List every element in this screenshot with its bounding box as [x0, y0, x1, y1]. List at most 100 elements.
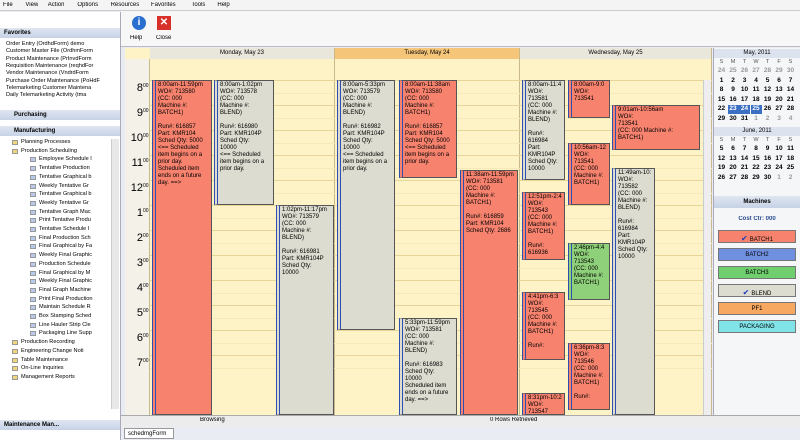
tree-item[interactable]: Tentative Graphical b: [39, 191, 92, 198]
calendar-day[interactable]: 11: [752, 86, 760, 93]
favorite-item[interactable]: Daily Telemarketing Activity (tma: [6, 92, 87, 99]
calendar-day[interactable]: 21: [786, 95, 795, 103]
tree-item[interactable]: Weekly Tentative Gr: [39, 199, 89, 206]
calendar-day[interactable]: 31: [740, 114, 749, 122]
calendar-day[interactable]: 8: [719, 86, 724, 93]
calendar-day[interactable]: 9: [765, 145, 770, 152]
calendar-day[interactable]: 18: [786, 154, 795, 162]
help-icon[interactable]: i: [132, 16, 146, 30]
appointment[interactable]: 2:46pm-4:4 WO#: 713543 (CC: 000 Machine #: BA…: [568, 243, 610, 300]
help-label[interactable]: Help: [130, 35, 143, 41]
calendar-day[interactable]: 28: [763, 67, 772, 74]
form-tab[interactable]: schedmgForm: [124, 428, 174, 439]
tree-item[interactable]: Production Recording: [21, 339, 75, 346]
calendar-day[interactable]: 15: [752, 154, 760, 162]
calendar-day[interactable]: 7: [742, 145, 747, 152]
calendar-day[interactable]: 19: [717, 164, 726, 171]
calendar-day[interactable]: 23: [727, 105, 739, 114]
menu-item[interactable]: Help: [217, 2, 230, 8]
calendar-day[interactable]: 30: [786, 67, 795, 74]
tree-item[interactable]: Weekly Final Graphic: [39, 278, 93, 285]
calendar-day[interactable]: 14: [740, 154, 749, 162]
menu-item[interactable]: Options: [77, 2, 99, 8]
calendar-day[interactable]: 20: [729, 164, 737, 171]
tree-item[interactable]: On-Line Inquiries: [21, 365, 64, 372]
calendar-day[interactable]: 23: [763, 164, 772, 171]
appointment[interactable]: 6:36pm-8:3 WO#: 713546 (CC: 000 Machine #: BA…: [568, 343, 610, 410]
calendar-day[interactable]: 9: [731, 86, 735, 93]
calendar-day[interactable]: 28: [740, 173, 749, 181]
calendar-day[interactable]: 27: [752, 67, 760, 74]
calendar-day[interactable]: 14: [786, 86, 795, 93]
tree-item[interactable]: Print Tentative Produ: [39, 217, 91, 224]
calendar-day[interactable]: 1: [754, 114, 758, 122]
calendar-day[interactable]: 10: [775, 145, 783, 152]
tree-item[interactable]: Final Production Sch: [39, 234, 91, 241]
machine-button[interactable]: PACKAGING: [718, 320, 796, 333]
calendar-day[interactable]: 7: [788, 76, 793, 84]
calendar-day[interactable]: 2: [765, 114, 770, 122]
calendar-day[interactable]: 19: [763, 95, 772, 103]
tree-item[interactable]: Box Stamping Sched: [39, 313, 92, 319]
appointment[interactable]: 8:00am-1:02pm WO#: 713578 (CC: 000 Machine …: [214, 80, 274, 205]
tree-item[interactable]: Weekly Final Graphic: [39, 252, 93, 259]
calendar-day[interactable]: 3: [777, 114, 781, 122]
tree-item[interactable]: Final Graphical by M: [39, 269, 91, 276]
calendar-day[interactable]: 16: [763, 154, 772, 162]
calendar-day[interactable]: 29: [717, 114, 726, 122]
calendar-day[interactable]: 3: [742, 76, 747, 84]
calendar-day[interactable]: 6: [731, 145, 735, 152]
calendar-day[interactable]: 26: [740, 67, 749, 74]
machine-button[interactable]: BATCH3: [718, 266, 796, 279]
tree-item[interactable]: Planning Processes: [21, 139, 71, 145]
calendar-day[interactable]: 17: [740, 95, 749, 103]
favorite-item[interactable]: Customer Master File (OrdhmForm: [6, 48, 94, 55]
tree-item[interactable]: Final Graph Machine: [39, 286, 91, 293]
calendar-day[interactable]: 12: [763, 86, 772, 93]
tree-item[interactable]: Engineering Change Noti: [21, 347, 84, 354]
appointment[interactable]: 8:00am-11:4 WO#: 713581 (CC: 000 Machine #: B…: [522, 80, 565, 180]
day-column[interactable]: [335, 59, 520, 415]
calendar-day[interactable]: 1: [777, 173, 781, 181]
calendar-day[interactable]: 15: [717, 95, 726, 103]
calendar-day[interactable]: 18: [752, 95, 760, 103]
appointment[interactable]: 8:00am-11:38am WO#: 713580 (CC: 000 Machine…: [399, 80, 457, 178]
tree-item[interactable]: Production Scheduling: [21, 147, 77, 154]
favorite-item[interactable]: Telemarketing Customer Maintena: [6, 84, 92, 91]
appointment[interactable]: 11:38am-11:59pm WO#: 713581 (CC: 000 Machin…: [460, 170, 518, 415]
close-label[interactable]: Close: [156, 35, 172, 41]
appointment[interactable]: 10:56am-12 WO#: 713541 (CC: 000 Machine #: BA…: [568, 143, 610, 205]
calendar-day[interactable]: 27: [729, 173, 737, 181]
tree-item[interactable]: Final Graphical by Fa: [39, 243, 93, 250]
purchasing-header[interactable]: Purchasing: [0, 110, 120, 120]
menu-item[interactable]: Resources: [110, 2, 140, 8]
calendar-day[interactable]: 25: [729, 67, 737, 74]
machine-button[interactable]: PF1: [718, 302, 796, 315]
appointment[interactable]: 5:33pm-11:59pm WO#: 713581 (CC: 000 Machine…: [399, 318, 457, 415]
tree-item[interactable]: Tentative Graph Mac: [39, 208, 91, 215]
menu-item[interactable]: View: [25, 2, 39, 8]
menu-item[interactable]: File: [3, 2, 13, 8]
calendar-day[interactable]: 22: [717, 105, 726, 112]
tree-item[interactable]: Table Maintenance: [21, 356, 68, 363]
calendar-day[interactable]: 10: [740, 86, 749, 93]
tree-item[interactable]: Management Reports: [21, 373, 75, 380]
appointment[interactable]: 11:49am-10: WO#: 713582 (CC: 000 Machine #: B…: [612, 168, 655, 415]
calendar-day[interactable]: 12: [717, 154, 726, 162]
calendar-day[interactable]: 22: [752, 164, 760, 171]
tree-item[interactable]: Packaging Line Supp: [39, 330, 92, 337]
menu-item[interactable]: Favorites: [151, 2, 176, 8]
tree-item[interactable]: Print Final Production: [39, 295, 93, 302]
close-icon[interactable]: ✕: [157, 16, 171, 30]
calendar-day[interactable]: 20: [775, 95, 783, 103]
calendar-day[interactable]: 26: [763, 105, 772, 112]
favorite-item[interactable]: Order Entry (OrdhdForm) demo: [6, 41, 85, 47]
appointment[interactable]: 9:01am-10:56am WO#: 713541 (CC: 000 Machine…: [612, 105, 700, 150]
appointment[interactable]: 4:41pm-6:3 WO#: 713545 (CC: 000 Machine #: BA…: [522, 292, 565, 360]
calendar-day[interactable]: 13: [729, 154, 737, 162]
calendar-day[interactable]: 5: [765, 76, 770, 84]
tree-item[interactable]: Weekly Tentative Gr: [39, 182, 89, 189]
calendar-day[interactable]: 6: [777, 76, 781, 84]
manufacturing-header[interactable]: Manufacturing: [0, 126, 120, 136]
calendar-day[interactable]: 26: [717, 173, 726, 181]
